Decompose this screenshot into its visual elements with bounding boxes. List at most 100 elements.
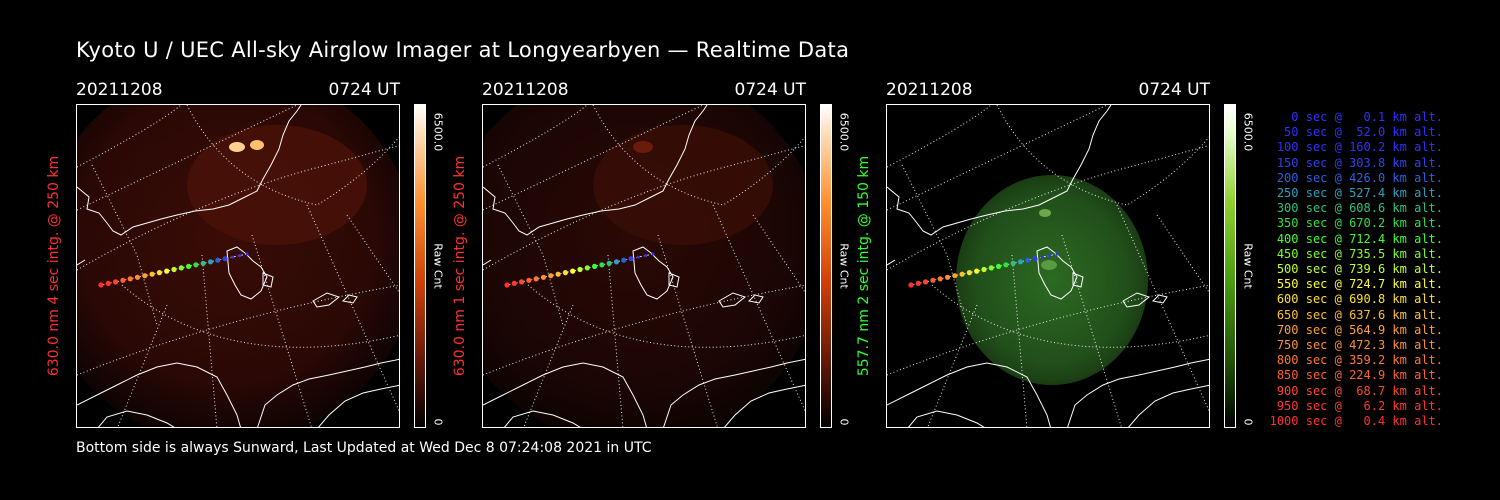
allsky-image	[76, 104, 400, 428]
trajectory-point	[981, 266, 987, 273]
trajectory-point	[1010, 260, 1016, 266]
legend-item: 950 sec @ 6.2 km alt.	[1269, 398, 1443, 413]
legend-item: 300 sec @ 608.6 km alt.	[1269, 201, 1443, 216]
colorbar-max-label: 6500.0	[1241, 112, 1255, 152]
colorbar-unit-label: Raw Cnt	[1241, 243, 1255, 289]
trajectory-point	[621, 257, 627, 263]
allsky-image	[886, 104, 1210, 428]
trajectory-point	[959, 271, 965, 277]
legend-item: 700 sec @ 564.9 km alt.	[1269, 322, 1443, 337]
trajectory-point	[584, 265, 590, 271]
panel-side-label: 557.7 nm 2 sec intg. @ 150 km	[856, 155, 872, 377]
trajectory-point	[1040, 255, 1044, 259]
panel-time: 0724 UT	[328, 80, 401, 100]
trajectory-point	[149, 271, 155, 277]
legend-item: 1000 sec @ 0.4 km alt.	[1269, 414, 1443, 429]
legend-item: 500 sec @ 739.6 km alt.	[1269, 262, 1443, 277]
trajectory-point	[519, 279, 525, 285]
legend-item: 600 sec @ 690.8 km alt.	[1269, 292, 1443, 307]
legend-item: 150 sec @ 303.8 km alt.	[1269, 155, 1443, 170]
trajectory-point	[628, 256, 634, 262]
trajectory-point	[988, 265, 994, 271]
legend-item: 0 sec @ 0.1 km alt.	[1269, 110, 1443, 124]
panel-side-label: 630.0 nm 1 sec intg. @ 250 km	[452, 155, 468, 377]
trajectory-point	[222, 256, 228, 262]
trajectory-point	[548, 273, 554, 279]
trajectory-point	[1032, 256, 1038, 262]
trajectory-point	[171, 266, 177, 273]
legend-item: 200 sec @ 426.0 km alt.	[1269, 170, 1443, 185]
trajectory-point	[651, 252, 655, 256]
legend-item: 800 sec @ 359.2 km alt.	[1269, 353, 1443, 368]
page-title: Kyoto U / UEC All-sky Airglow Imager at …	[76, 38, 850, 62]
trajectory-point	[1003, 262, 1009, 268]
trajectory-point	[930, 277, 936, 283]
trajectory-point	[120, 277, 126, 283]
trajectory-point	[156, 270, 162, 276]
footer-note: Bottom side is always Sunward, Last Upda…	[76, 440, 652, 456]
panel-date: 20211208	[76, 80, 163, 100]
legend-item: 750 sec @ 472.3 km alt.	[1269, 338, 1443, 353]
trajectory-point	[592, 263, 598, 269]
trajectory-point	[113, 279, 119, 285]
legend-item: 450 sec @ 735.5 km alt.	[1269, 246, 1443, 261]
trajectory-point	[164, 268, 170, 274]
trajectory-point	[966, 270, 972, 276]
image-panel: 20211208 0724 UT 557.7 nm 2 sec intg. @ …	[856, 80, 1266, 430]
panel-time: 0724 UT	[1138, 80, 1211, 100]
trajectory-point	[613, 259, 620, 265]
trajectory-point	[238, 254, 242, 258]
trajectory-point	[178, 265, 184, 271]
trajectory-point	[105, 280, 111, 286]
trajectory-point	[230, 255, 234, 259]
trajectory-point	[555, 271, 561, 277]
colorbar-min-label: 0	[1241, 418, 1255, 426]
trajectory-point	[526, 277, 532, 283]
legend-item: 250 sec @ 527.4 km alt.	[1269, 186, 1443, 201]
trajectory-point	[134, 274, 141, 280]
image-panel: 20211208 0724 UT 630.0 nm 4 sec intg. @ …	[46, 80, 456, 430]
legend-item: 100 sec @ 160.2 km alt.	[1269, 140, 1443, 155]
trajectory-point	[937, 276, 943, 282]
legend-item: 350 sec @ 670.2 km alt.	[1269, 216, 1443, 231]
trajectory-point	[570, 268, 576, 274]
trajectory-point	[1055, 252, 1059, 256]
trajectory-point	[207, 259, 214, 265]
colorbar	[820, 104, 832, 428]
legend-item: 900 sec @ 68.7 km alt.	[1269, 383, 1443, 398]
trajectory-point	[193, 262, 199, 268]
trajectory-point	[215, 257, 221, 263]
colorbar	[414, 104, 426, 428]
trajectory-point	[142, 273, 148, 279]
legend-item: 850 sec @ 224.9 km alt.	[1269, 368, 1443, 383]
trajectory-point	[599, 262, 605, 268]
trajectory-point	[98, 282, 104, 288]
trajectory-point	[996, 263, 1002, 269]
trajectory-point	[974, 268, 980, 274]
trajectory-point	[915, 280, 921, 286]
legend-item: 400 sec @ 712.4 km alt.	[1269, 231, 1443, 246]
trajectory-point	[533, 276, 539, 282]
panel-side-label: 630.0 nm 4 sec intg. @ 250 km	[46, 155, 62, 377]
trajectory-point	[186, 263, 192, 269]
colorbar	[1224, 104, 1236, 428]
panel-time: 0724 UT	[734, 80, 807, 100]
panel-date: 20211208	[886, 80, 973, 100]
trajectory-point	[1017, 259, 1024, 265]
image-panel: 20211208 0724 UT 630.0 nm 1 sec intg. @ …	[452, 80, 862, 430]
trajectory-point	[127, 276, 133, 282]
trajectory-point	[644, 254, 648, 258]
legend-item: 50 sec @ 52.0 km alt.	[1269, 125, 1443, 140]
trajectory-point	[908, 282, 914, 288]
legend-item: 550 sec @ 724.7 km alt.	[1269, 277, 1443, 292]
allsky-image	[482, 104, 806, 428]
trajectory-point	[504, 282, 510, 288]
trajectory-point	[944, 274, 951, 280]
trajectory-point	[245, 252, 249, 256]
trajectory-legend: 0 sec @ 0.1 km alt. 50 sec @ 52.0 km alt…	[1270, 110, 1443, 429]
legend-item: 650 sec @ 637.6 km alt.	[1269, 307, 1443, 322]
trajectory-point	[200, 260, 206, 266]
trajectory-point	[577, 266, 583, 273]
trajectory-point	[952, 273, 958, 279]
trajectory-point	[923, 279, 929, 285]
